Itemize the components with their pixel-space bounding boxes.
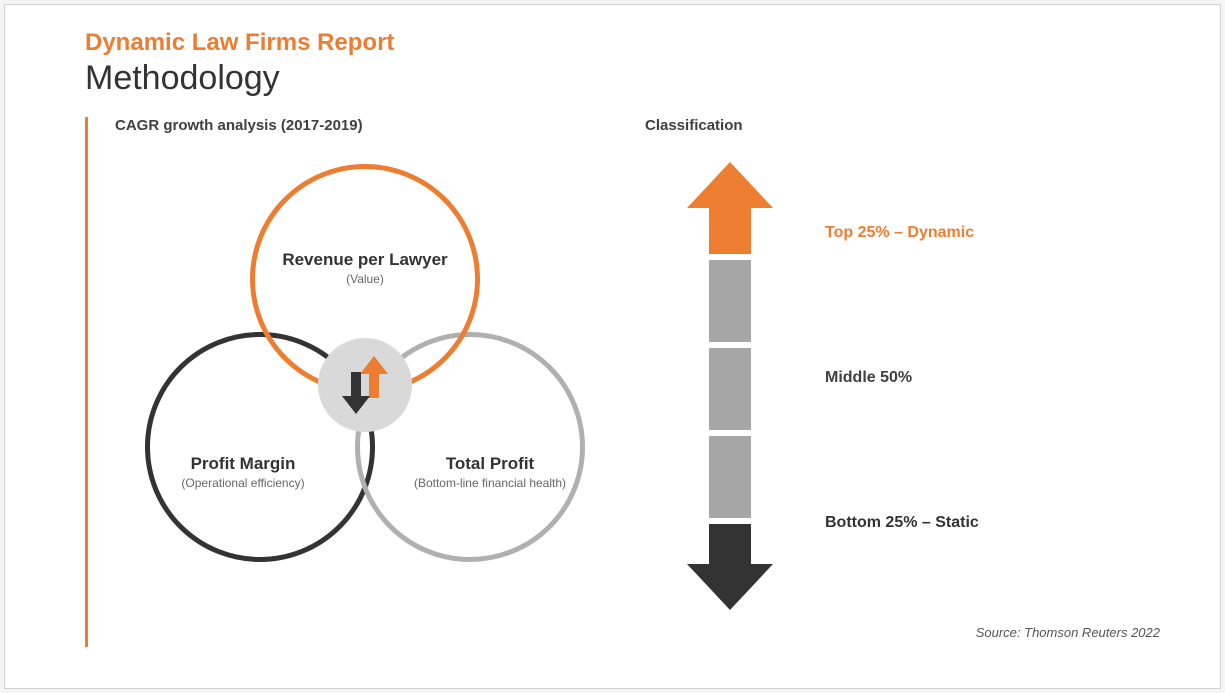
venn-sub-profit: (Bottom-line financial health) — [405, 476, 575, 490]
venn-label-revenue: Revenue per Lawyer (Value) — [265, 250, 465, 286]
venn-diagram: Revenue per Lawyer (Value) Profit Margin… — [115, 154, 615, 624]
center-arrows-icon — [330, 350, 400, 420]
venn-center — [318, 338, 412, 432]
arrow-down-icon — [687, 524, 773, 610]
venn-label-profit: Total Profit (Bottom-line financial heal… — [405, 454, 575, 490]
cagr-panel: CAGR growth analysis (2017-2019) — [115, 117, 645, 664]
accent-bar — [85, 117, 88, 647]
label-middle-50: Middle 50% — [825, 369, 912, 387]
class-block-1 — [709, 260, 751, 342]
venn-sub-revenue: (Value) — [265, 272, 465, 286]
venn-title-profit: Total Profit — [405, 454, 575, 474]
arrow-up-icon — [687, 162, 773, 254]
label-top-25: Top 25% – Dynamic — [825, 224, 974, 242]
classification-svg — [645, 154, 815, 614]
content-area: CAGR growth analysis (2017-2019) — [115, 117, 1160, 664]
venn-sub-margin: (Operational efficiency) — [153, 476, 333, 490]
report-title: Dynamic Law Firms Report — [85, 29, 1160, 57]
source-attribution: Source: Thomson Reuters 2022 — [976, 625, 1160, 640]
classification-column: Top 25% – Dynamic Middle 50% Bottom 25% … — [645, 154, 1160, 634]
venn-label-margin: Profit Margin (Operational efficiency) — [153, 454, 333, 490]
subtitle: Methodology — [85, 59, 1160, 98]
venn-title-margin: Profit Margin — [153, 454, 333, 474]
class-block-3 — [709, 436, 751, 518]
venn-title-revenue: Revenue per Lawyer — [265, 250, 465, 270]
classification-heading: Classification — [645, 117, 1160, 134]
label-bottom-25: Bottom 25% – Static — [825, 514, 979, 532]
class-block-2 — [709, 348, 751, 430]
classification-panel: Classification Top 25% – Dyna — [645, 117, 1160, 664]
cagr-heading: CAGR growth analysis (2017-2019) — [115, 117, 645, 134]
slide: Dynamic Law Firms Report Methodology CAG… — [4, 4, 1221, 689]
